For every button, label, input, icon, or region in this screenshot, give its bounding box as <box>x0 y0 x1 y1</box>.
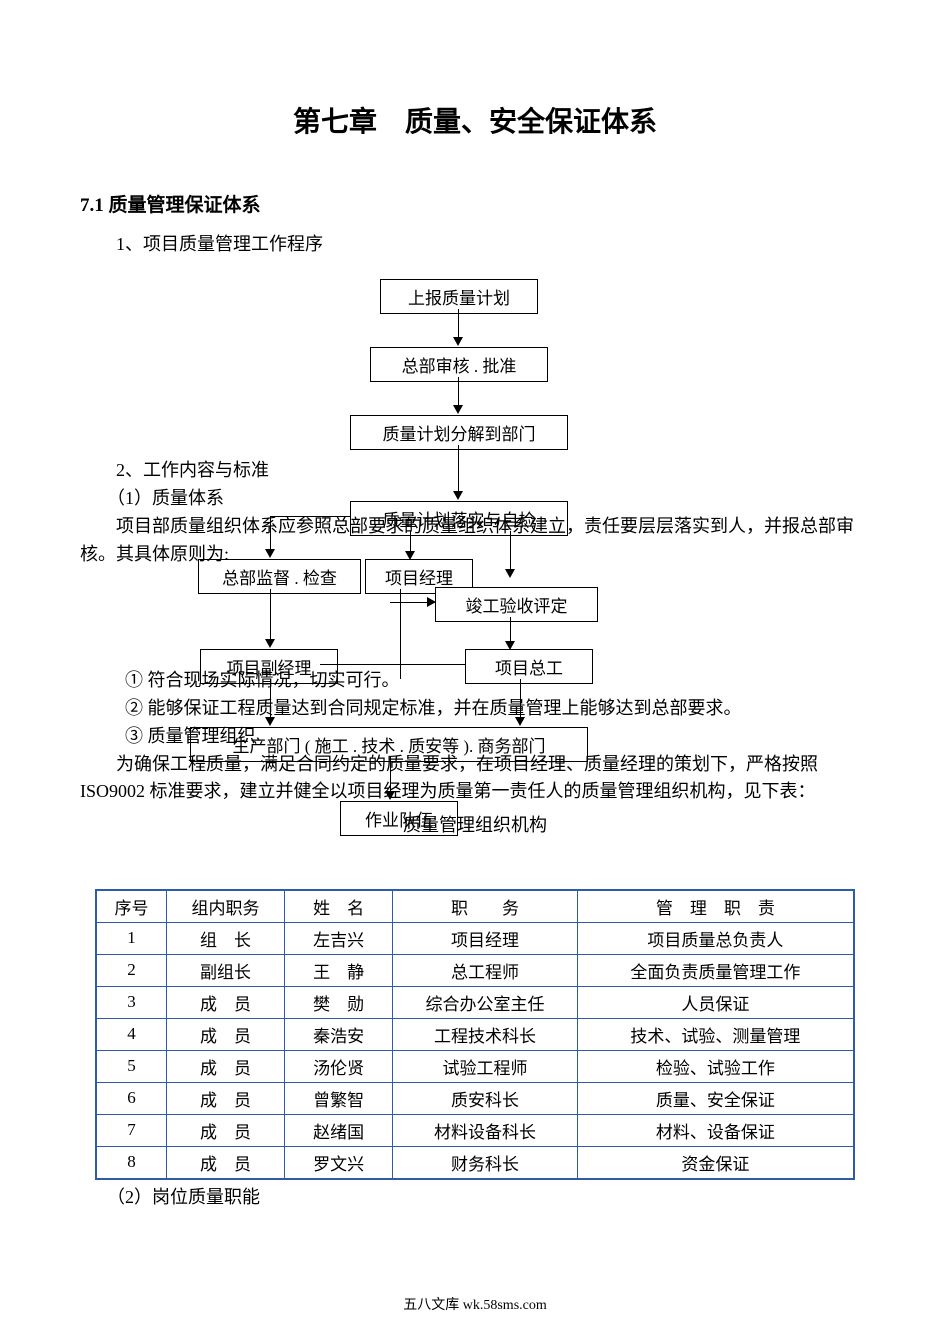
table-cell: 项目质量总负责人 <box>577 922 854 954</box>
th-seq: 序号 <box>96 890 167 923</box>
table-cell: 技术、试验、测量管理 <box>577 1018 854 1050</box>
fc-edge <box>400 589 401 679</box>
table-row: 7成 员赵绪国材料设备科长材料、设备保证 <box>96 1114 854 1146</box>
table-cell: 工程技术科长 <box>393 1018 577 1050</box>
table-cell: 试验工程师 <box>393 1050 577 1082</box>
fc-edge <box>320 664 465 665</box>
table-cell: 7 <box>96 1114 167 1146</box>
fc-arrowhead <box>453 405 463 414</box>
fc-edge <box>458 377 459 407</box>
th-duty: 管 理 职 责 <box>577 890 854 923</box>
table-cell: 曾繁智 <box>284 1082 393 1114</box>
page-footer: 五八文库 wk.58sms.com <box>0 1294 950 1314</box>
fc-edge <box>510 617 511 643</box>
li2: ② 能够保证工程质量达到合同规定标准，并在质量管理上能够达到总部要求。 <box>80 695 870 723</box>
li3: ③ 质量管理组织 <box>80 723 870 751</box>
table-cell: 秦浩安 <box>284 1018 393 1050</box>
table-row: 1组 长左吉兴项目经理项目质量总负责人 <box>96 922 854 954</box>
fc-arrowhead <box>505 569 515 578</box>
table-cell: 材料、设备保证 <box>577 1114 854 1146</box>
item-2: 2、工作内容与标准 <box>80 457 870 485</box>
table-cell: 罗文兴 <box>284 1146 393 1179</box>
table-cell: 5 <box>96 1050 167 1082</box>
table-row: 2副组长王 静总工程师全面负责质量管理工作 <box>96 954 854 986</box>
fc-node-distribute: 质量计划分解到部门 <box>350 415 568 450</box>
chapter-title: 第七章 质量、安全保证体系 <box>80 100 870 140</box>
table-cell: 赵绪国 <box>284 1114 393 1146</box>
table-cell: 全面负责质量管理工作 <box>577 954 854 986</box>
table-cell: 成 员 <box>167 1018 285 1050</box>
table-cell: 左吉兴 <box>284 922 393 954</box>
table-caption: 质量管理组织机构 <box>80 812 870 840</box>
table-cell: 王 静 <box>284 954 393 986</box>
quality-flowchart: 上报质量计划 总部审核 . 批准 质量计划分解到部门 质量计划落实与自检 总部监… <box>80 279 870 889</box>
table-cell: 成 员 <box>167 1050 285 1082</box>
table-cell: 总工程师 <box>393 954 577 986</box>
table-cell: 检验、试验工作 <box>577 1050 854 1082</box>
item-1: 1、项目质量管理工作程序 <box>80 231 870 259</box>
sub1-title: （1）质量体系 <box>80 485 870 513</box>
th-name: 姓 名 <box>284 890 393 923</box>
table-row: 6成 员曾繁智质安科长质量、安全保证 <box>96 1082 854 1114</box>
table-row: 4成 员秦浩安工程技术科长技术、试验、测量管理 <box>96 1018 854 1050</box>
table-cell: 组 长 <box>167 922 285 954</box>
fc-edge <box>458 309 459 339</box>
table-cell: 质量、安全保证 <box>577 1082 854 1114</box>
sub2-title: （2）岗位质量职能 <box>80 1184 870 1212</box>
li1: ① 符合现场实际情况，切实可行。 <box>80 667 870 695</box>
fc-edge <box>270 589 271 641</box>
table-cell: 4 <box>96 1018 167 1050</box>
table-cell: 樊 勋 <box>284 986 393 1018</box>
table-cell: 综合办公室主任 <box>393 986 577 1018</box>
table-cell: 财务科长 <box>393 1146 577 1179</box>
table-cell: 人员保证 <box>577 986 854 1018</box>
table-row: 3成 员樊 勋综合办公室主任人员保证 <box>96 986 854 1018</box>
fc-node-completion: 竣工验收评定 <box>435 587 598 622</box>
table-cell: 成 员 <box>167 1146 285 1179</box>
table-header-row: 序号 组内职务 姓 名 职 务 管 理 职 责 <box>96 890 854 923</box>
table-cell: 副组长 <box>167 954 285 986</box>
table-cell: 2 <box>96 954 167 986</box>
p2: 为确保工程质量，满足合同约定的质量要求，在项目经理、质量经理的策划下，严格按照 … <box>80 751 870 807</box>
table-cell: 资金保证 <box>577 1146 854 1179</box>
table-row: 5成 员汤伦贤试验工程师检验、试验工作 <box>96 1050 854 1082</box>
table-cell: 成 员 <box>167 986 285 1018</box>
th-title: 职 务 <box>393 890 577 923</box>
table-cell: 汤伦贤 <box>284 1050 393 1082</box>
fc-node-report-plan: 上报质量计划 <box>380 279 538 314</box>
table-cell: 8 <box>96 1146 167 1179</box>
table-cell: 3 <box>96 986 167 1018</box>
table-cell: 材料设备科长 <box>393 1114 577 1146</box>
table-cell: 1 <box>96 922 167 954</box>
table-cell: 质安科长 <box>393 1082 577 1114</box>
fc-arrowhead <box>453 337 463 346</box>
table-cell: 6 <box>96 1082 167 1114</box>
sub1-p1: 项目部质量组织体系应参照总部要求的质量组织体系建立，责任要层层落实到人，并报总部… <box>80 513 870 569</box>
section-7-1-heading: 7.1 质量管理保证体系 <box>80 190 870 217</box>
org-table: 序号 组内职务 姓 名 职 务 管 理 职 责 1组 长左吉兴项目经理项目质量总… <box>95 889 855 1180</box>
table-cell: 成 员 <box>167 1082 285 1114</box>
fc-arrowhead <box>265 639 275 648</box>
table-cell: 成 员 <box>167 1114 285 1146</box>
table-cell: 项目经理 <box>393 922 577 954</box>
th-role: 组内职务 <box>167 890 285 923</box>
table-row: 8成 员罗文兴财务科长资金保证 <box>96 1146 854 1179</box>
fc-arrowhead <box>427 597 436 607</box>
fc-node-hq-approve: 总部审核 . 批准 <box>370 347 548 382</box>
